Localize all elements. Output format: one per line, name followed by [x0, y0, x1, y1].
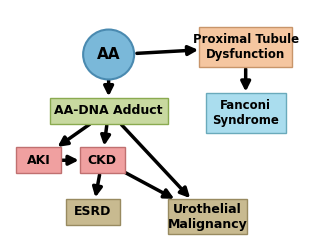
FancyBboxPatch shape — [16, 147, 61, 173]
FancyBboxPatch shape — [200, 28, 292, 68]
Text: CKD: CKD — [88, 154, 117, 167]
Text: Proximal Tubule
Dysfunction: Proximal Tubule Dysfunction — [193, 34, 299, 62]
Text: Fanconi
Syndrome: Fanconi Syndrome — [212, 99, 279, 127]
FancyBboxPatch shape — [50, 98, 168, 124]
FancyBboxPatch shape — [206, 93, 286, 133]
Ellipse shape — [83, 30, 134, 80]
Text: AA-DNA Adduct: AA-DNA Adduct — [54, 104, 163, 118]
Text: Urothelial
Malignancy: Urothelial Malignancy — [168, 203, 247, 231]
FancyBboxPatch shape — [80, 147, 124, 173]
FancyBboxPatch shape — [66, 199, 120, 225]
Text: AKI: AKI — [27, 154, 50, 167]
Text: ESRD: ESRD — [74, 206, 111, 218]
Text: AA: AA — [97, 47, 121, 62]
FancyBboxPatch shape — [168, 199, 247, 234]
